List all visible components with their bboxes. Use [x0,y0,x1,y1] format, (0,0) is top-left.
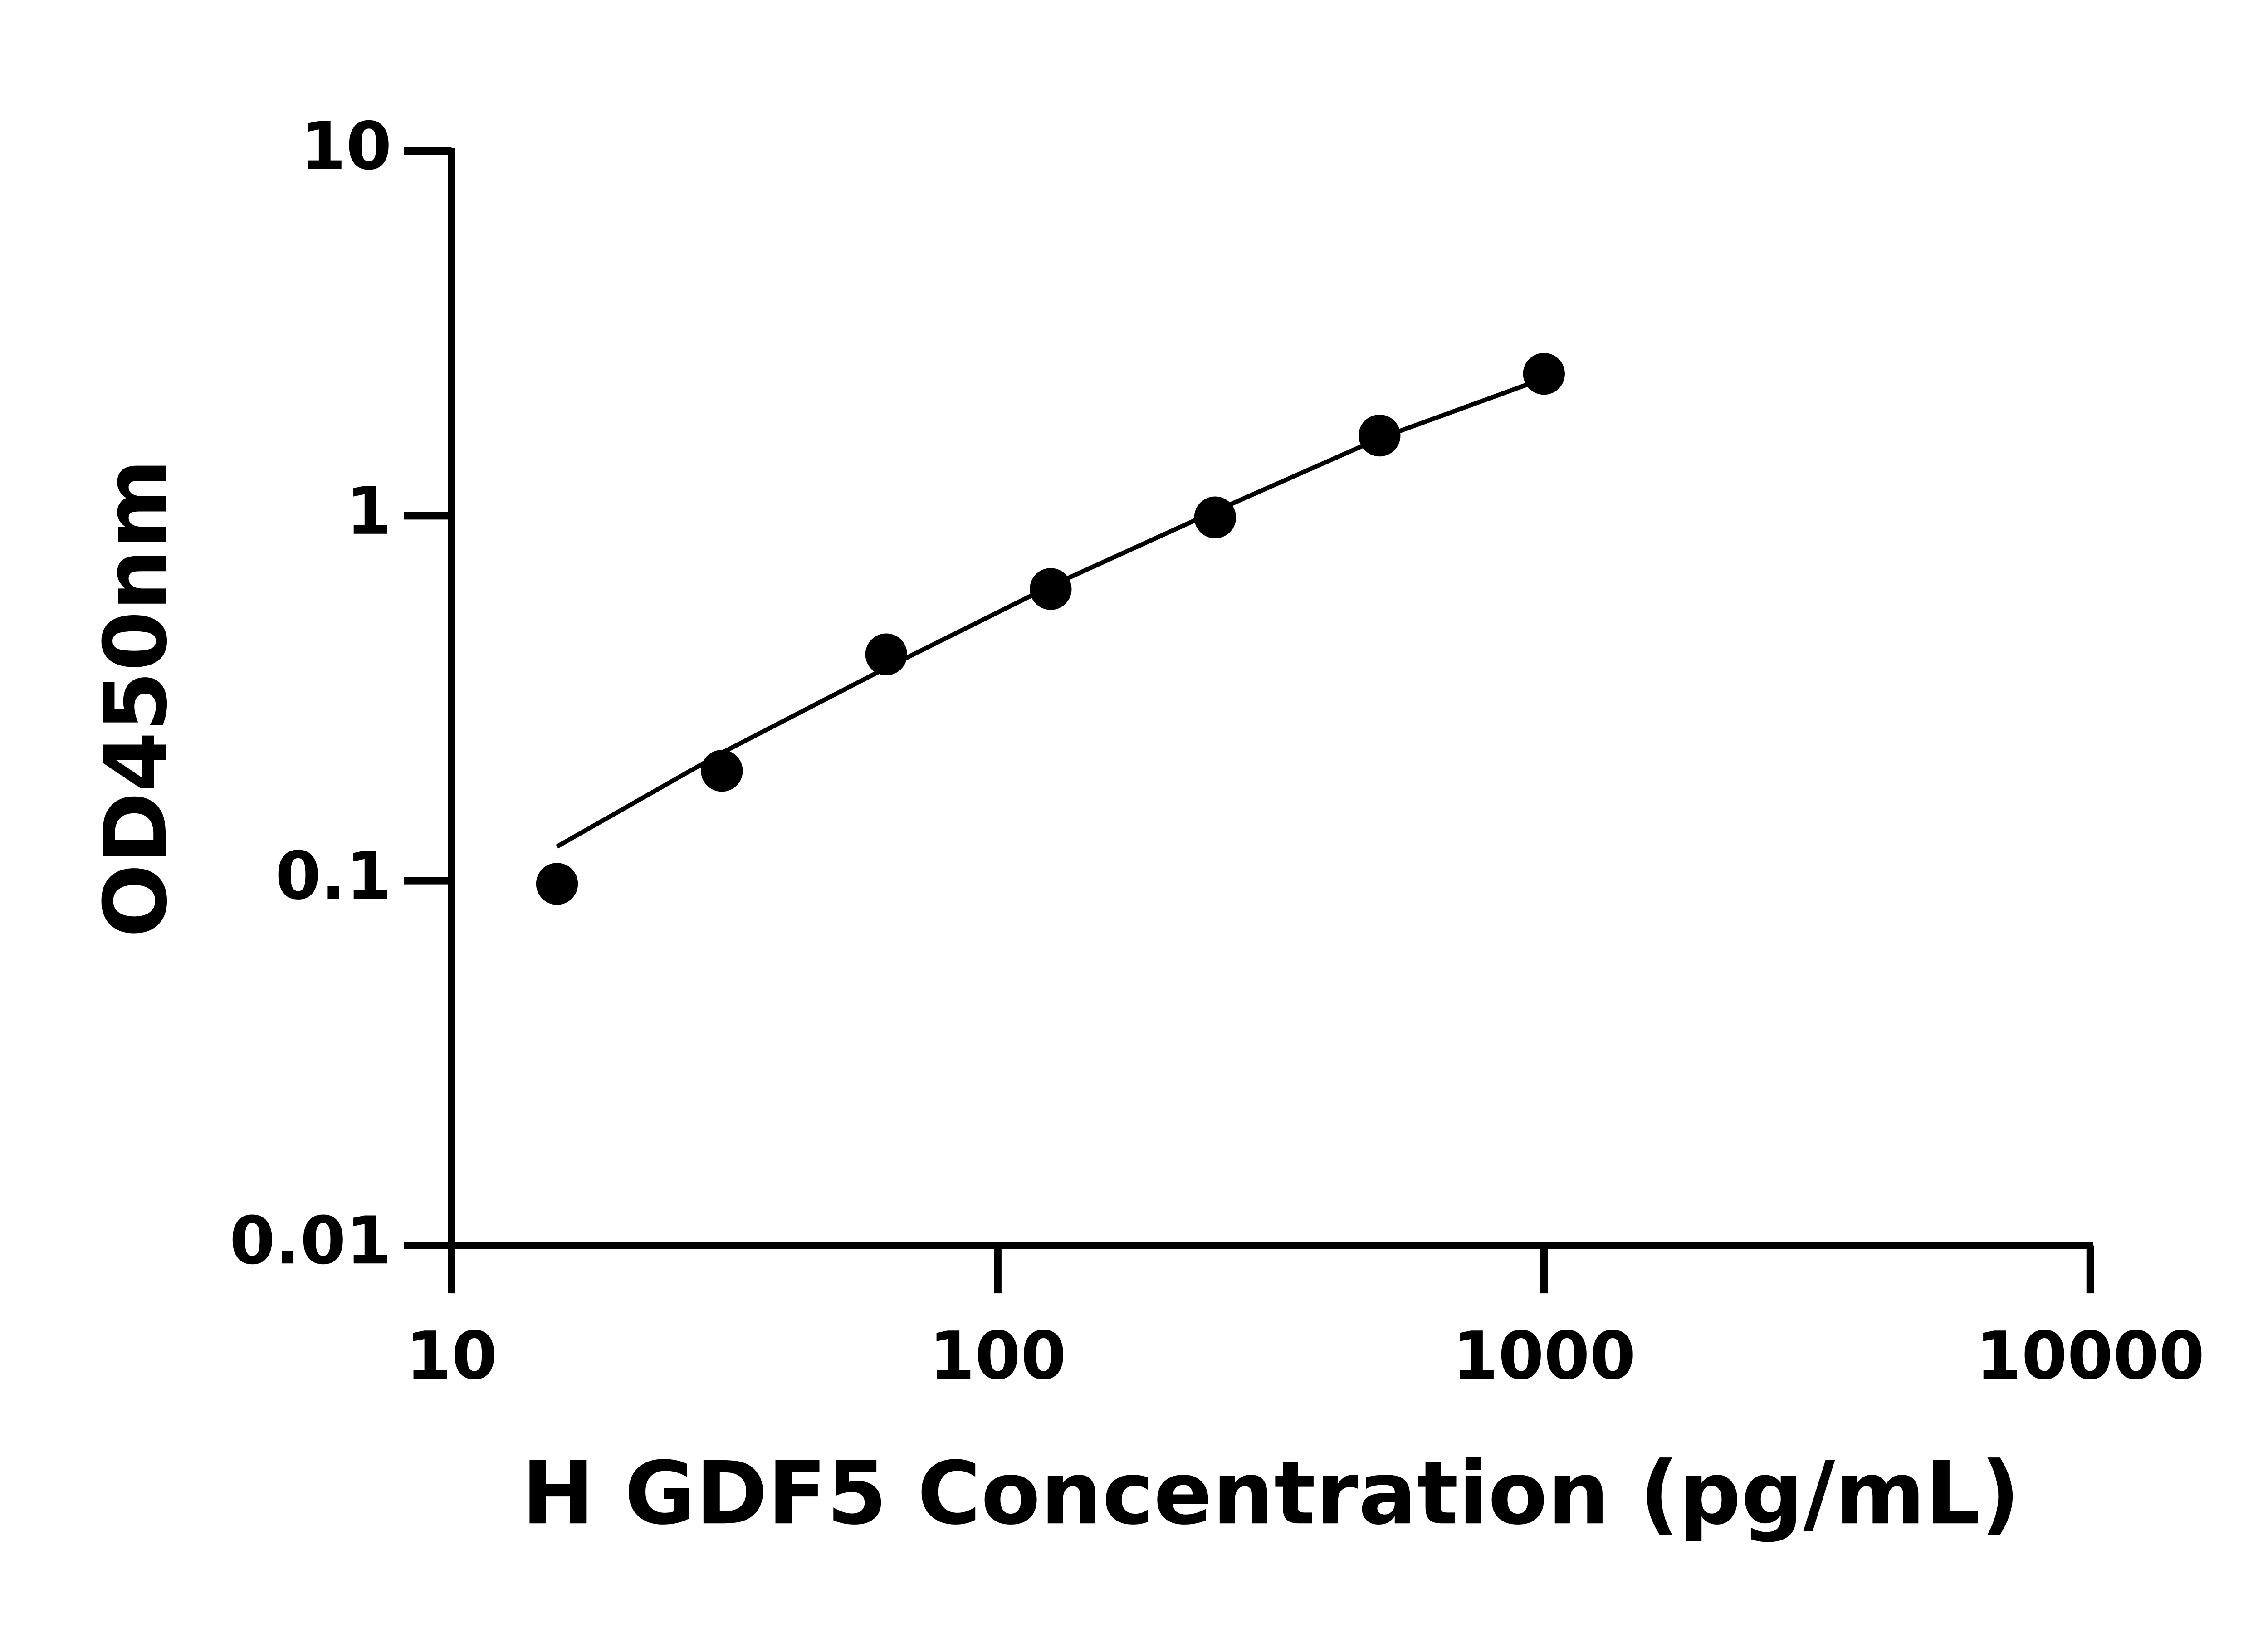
y-axis-title: OD450nm [86,459,186,938]
data-point [1523,353,1565,395]
y-tick-label: 1 [346,473,392,550]
x-tick-label: 10000 [1976,1318,2205,1394]
y-tick-label: 10 [300,108,392,185]
y-tick-label: 0.1 [275,838,392,914]
x-axis-title: H GDF5 Concentration (pg/mL) [522,1443,2020,1544]
x-tick-label: 10 [406,1318,498,1394]
y-tick-label: 0.01 [230,1203,392,1279]
data-point [701,750,743,792]
fit-line [556,376,1545,849]
data-point [536,863,578,905]
x-tick-label: 1000 [1452,1318,1636,1394]
data-point [1030,568,1072,610]
data-point [1359,414,1401,457]
x-tick-label: 100 [929,1318,1066,1394]
